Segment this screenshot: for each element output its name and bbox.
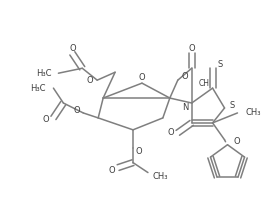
Text: O: O [167,128,174,137]
Text: N: N [182,104,189,113]
Text: O: O [87,76,93,85]
Text: O: O [139,73,145,82]
Text: CH₃: CH₃ [246,108,261,117]
Text: O: O [69,44,76,53]
Text: H₃C: H₃C [30,84,46,93]
Text: CH₃: CH₃ [153,172,168,181]
Text: CH: CH [199,79,209,88]
Text: S: S [218,60,223,69]
Text: O: O [43,116,49,124]
Text: O: O [108,166,115,175]
Text: O: O [182,72,188,81]
Text: H₃C: H₃C [36,69,51,78]
Text: O: O [234,137,240,146]
Text: S: S [230,101,235,109]
Text: O: O [188,44,195,53]
Text: O: O [136,147,143,156]
Text: O: O [74,106,80,116]
